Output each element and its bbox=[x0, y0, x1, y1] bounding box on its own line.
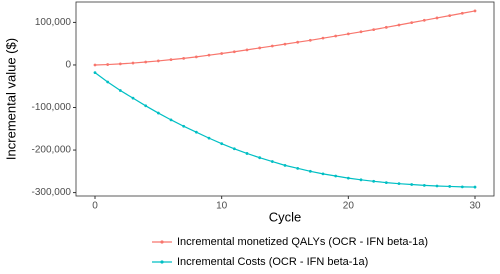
point bbox=[334, 174, 338, 178]
point bbox=[258, 46, 262, 50]
point bbox=[321, 172, 325, 176]
point bbox=[131, 61, 135, 65]
point bbox=[296, 40, 300, 44]
point bbox=[422, 18, 426, 22]
point bbox=[182, 56, 186, 60]
point bbox=[460, 11, 464, 15]
x-tick-label: 30 bbox=[469, 201, 481, 212]
point bbox=[308, 169, 312, 173]
point bbox=[397, 182, 401, 186]
y-axis-title: Incremental value ($) bbox=[3, 38, 18, 160]
point bbox=[106, 80, 110, 84]
point bbox=[397, 23, 401, 27]
panel bbox=[75, 1, 495, 197]
point bbox=[220, 52, 224, 55]
point bbox=[169, 118, 173, 122]
y-tick-label: 100,000 bbox=[35, 17, 72, 28]
point bbox=[156, 111, 160, 115]
point bbox=[473, 9, 477, 13]
legend-key-point bbox=[160, 240, 164, 244]
point bbox=[245, 152, 249, 155]
point bbox=[410, 183, 414, 186]
point bbox=[308, 38, 312, 42]
point bbox=[131, 96, 135, 100]
x-axis-title: Cycle bbox=[269, 209, 302, 224]
point bbox=[270, 44, 274, 48]
legend-text: Incremental monetized QALYs (OCR - IFN b… bbox=[177, 236, 428, 248]
point bbox=[460, 185, 464, 189]
legend-text: Incremental Costs (OCR - IFN beta-1a) bbox=[177, 256, 368, 268]
y-tick-label: -200,000 bbox=[32, 145, 72, 156]
point bbox=[384, 181, 388, 184]
point bbox=[207, 136, 211, 140]
point bbox=[245, 48, 249, 52]
point bbox=[258, 156, 262, 160]
point bbox=[283, 163, 287, 167]
point bbox=[118, 89, 122, 92]
point bbox=[106, 63, 110, 66]
point bbox=[93, 71, 97, 75]
x-tick-label: 0 bbox=[92, 201, 98, 212]
point bbox=[144, 104, 148, 108]
point bbox=[422, 183, 426, 187]
point bbox=[448, 14, 452, 18]
point bbox=[435, 16, 439, 20]
point bbox=[169, 58, 173, 62]
point bbox=[346, 176, 350, 180]
point bbox=[220, 142, 224, 146]
point bbox=[232, 50, 236, 54]
legend-key-point bbox=[160, 260, 164, 264]
point bbox=[182, 124, 186, 128]
point bbox=[296, 166, 300, 170]
point bbox=[384, 25, 388, 29]
x-tick-label: 20 bbox=[343, 201, 355, 212]
point bbox=[93, 63, 97, 67]
point bbox=[118, 62, 122, 66]
point bbox=[283, 42, 287, 46]
x-tick-label: 10 bbox=[216, 201, 228, 212]
point bbox=[473, 185, 477, 189]
point bbox=[321, 36, 325, 40]
y-tick-label: -100,000 bbox=[32, 102, 72, 113]
point bbox=[448, 185, 452, 188]
y-tick-label: 0 bbox=[65, 60, 71, 71]
point bbox=[359, 30, 363, 34]
point bbox=[372, 28, 376, 32]
point bbox=[207, 53, 211, 57]
point bbox=[346, 32, 350, 36]
point bbox=[194, 55, 198, 59]
point bbox=[372, 179, 376, 183]
point bbox=[410, 21, 414, 25]
point bbox=[194, 130, 198, 134]
point bbox=[156, 59, 160, 63]
point bbox=[359, 178, 363, 182]
point bbox=[334, 34, 338, 38]
point bbox=[270, 160, 274, 163]
point bbox=[144, 60, 148, 64]
point bbox=[232, 147, 236, 151]
y-tick-label: -300,000 bbox=[32, 187, 72, 198]
point bbox=[435, 184, 439, 188]
